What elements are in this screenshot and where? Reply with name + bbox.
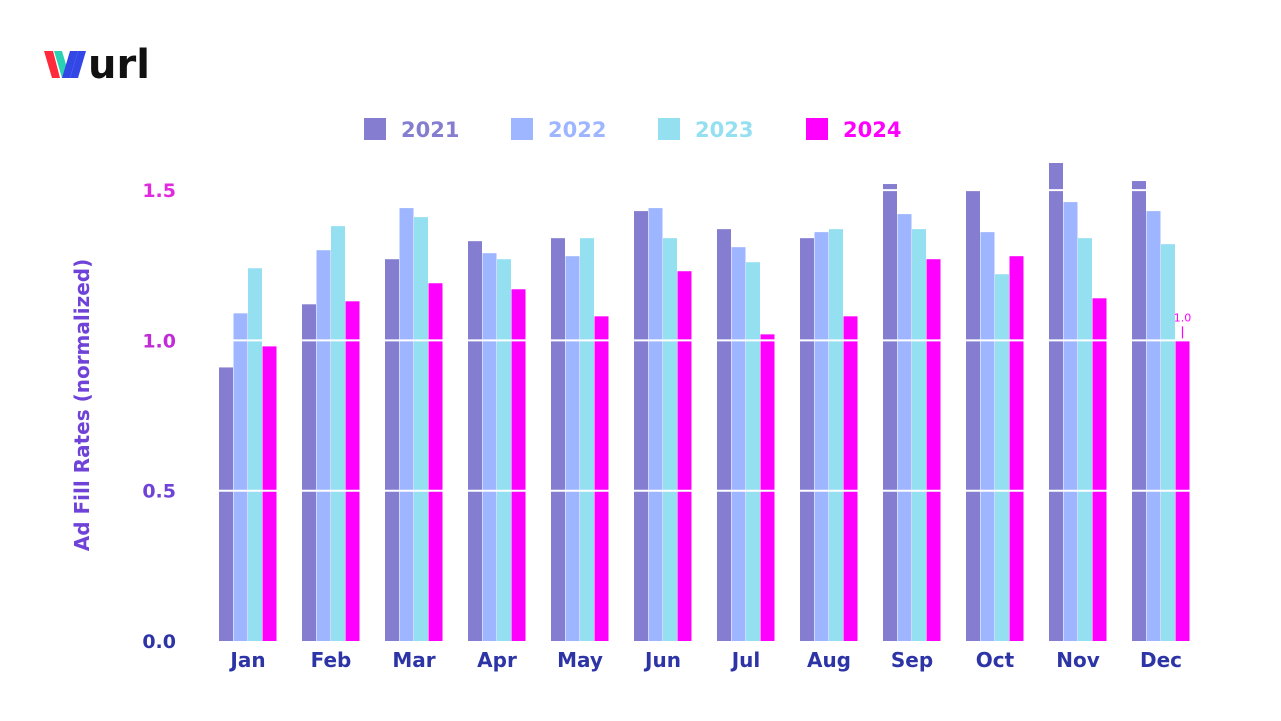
bars (219, 163, 1190, 642)
bar-jul-2024 (760, 334, 775, 641)
legend-swatch-2024 (806, 118, 828, 140)
bar-jun-2024 (677, 271, 692, 641)
x-tick-label-dec: Dec (1140, 648, 1182, 672)
legend-swatch-2021 (364, 118, 386, 140)
bar-aug-2022 (814, 232, 829, 641)
bar-nov-2022 (1063, 202, 1078, 641)
x-axis-categories: Jan Feb Mar Apr May Jun Jul Aug Sep Oct Nov Dec (228, 648, 1182, 672)
bar-jun-2023 (663, 238, 677, 641)
x-tick-label-aug: Aug (807, 648, 851, 672)
bar-oct-2024 (1009, 256, 1024, 641)
bar-feb-2024 (345, 301, 360, 641)
x-tick-label-may: May (557, 648, 603, 672)
bar-jul-2023 (746, 262, 760, 641)
bar-jul-2022 (731, 247, 746, 641)
legend: 2021 2022 2023 2024 (364, 118, 901, 142)
bar-jan-2022 (233, 313, 248, 641)
logo-w-mid2-stroke (62, 51, 78, 78)
logo-text: url (88, 42, 150, 86)
bar-jan-2021 (219, 367, 233, 641)
x-tick-label-jul: Jul (730, 648, 761, 672)
bar-may-2021 (551, 238, 565, 641)
y-axis-ticks: 0.0 0.5 1.0 1.5 (142, 180, 176, 653)
bar-oct-2023 (995, 274, 1009, 641)
legend-swatch-2022 (511, 118, 533, 140)
bar-may-2023 (580, 238, 594, 641)
bar-sep-2021 (883, 184, 897, 642)
y-tick-label-1.5: 1.5 (142, 180, 176, 202)
logo-w-right-stroke (70, 51, 86, 78)
bar-mar-2022 (399, 208, 414, 641)
legend-swatch-2023 (658, 118, 680, 140)
x-tick-label-jan: Jan (228, 648, 265, 672)
wurl-logo-mark: url (44, 42, 150, 88)
x-tick-label-sep: Sep (891, 648, 933, 672)
bar-dec-2023 (1161, 244, 1175, 642)
x-tick-label-apr: Apr (477, 648, 517, 672)
logo-w-left-stroke (44, 51, 60, 78)
bar-apr-2024 (511, 289, 526, 641)
bar-mar-2024 (428, 283, 443, 641)
bar-nov-2023 (1078, 238, 1092, 641)
bar-nov-2021 (1049, 163, 1063, 641)
data-label-dec-2024: 1.0 (1174, 311, 1192, 324)
y-tick-label-1.0: 1.0 (142, 330, 176, 352)
bar-sep-2022 (897, 214, 912, 642)
legend-label-2024: 2024 (843, 118, 901, 142)
x-tick-label-jun: Jun (643, 648, 681, 672)
bar-mar-2021 (385, 259, 399, 641)
gridlines (205, 189, 1205, 492)
annotations: 1.0 (1174, 311, 1192, 339)
bar-apr-2023 (497, 259, 511, 641)
bar-sep-2023 (912, 229, 926, 642)
bar-apr-2022 (482, 253, 497, 641)
x-tick-label-mar: Mar (392, 648, 435, 672)
y-tick-label-0.0: 0.0 (142, 631, 176, 653)
x-tick-label-feb: Feb (311, 648, 352, 672)
bar-jul-2021 (717, 229, 731, 642)
bar-feb-2023 (331, 226, 345, 641)
bar-jun-2022 (648, 208, 663, 641)
legend-label-2021: 2021 (401, 118, 459, 142)
legend-label-2023: 2023 (695, 118, 753, 142)
y-axis-label: Ad Fill Rates (normalized) (70, 259, 94, 552)
bar-apr-2021 (468, 241, 482, 641)
x-tick-label-oct: Oct (976, 648, 1015, 672)
legend-label-2022: 2022 (548, 118, 606, 142)
bar-aug-2024 (843, 316, 858, 641)
bar-feb-2021 (302, 304, 316, 641)
bar-sep-2024 (926, 259, 941, 641)
bar-may-2024 (594, 316, 609, 641)
x-tick-label-nov: Nov (1056, 648, 1100, 672)
bar-may-2022 (565, 256, 580, 641)
bar-nov-2024 (1092, 298, 1107, 641)
bar-aug-2023 (829, 229, 843, 642)
bar-dec-2021 (1132, 181, 1146, 641)
wurl-logo: url (44, 38, 164, 90)
bar-oct-2021 (966, 190, 980, 641)
bar-feb-2022 (316, 250, 331, 641)
bar-jun-2021 (634, 211, 648, 641)
bar-aug-2021 (800, 238, 814, 641)
bar-dec-2022 (1146, 211, 1161, 641)
bar-jan-2024 (262, 346, 277, 641)
y-tick-label-0.5: 0.5 (142, 481, 176, 503)
bar-jan-2023 (248, 268, 262, 641)
bar-mar-2023 (414, 217, 428, 641)
bar-oct-2022 (980, 232, 995, 641)
